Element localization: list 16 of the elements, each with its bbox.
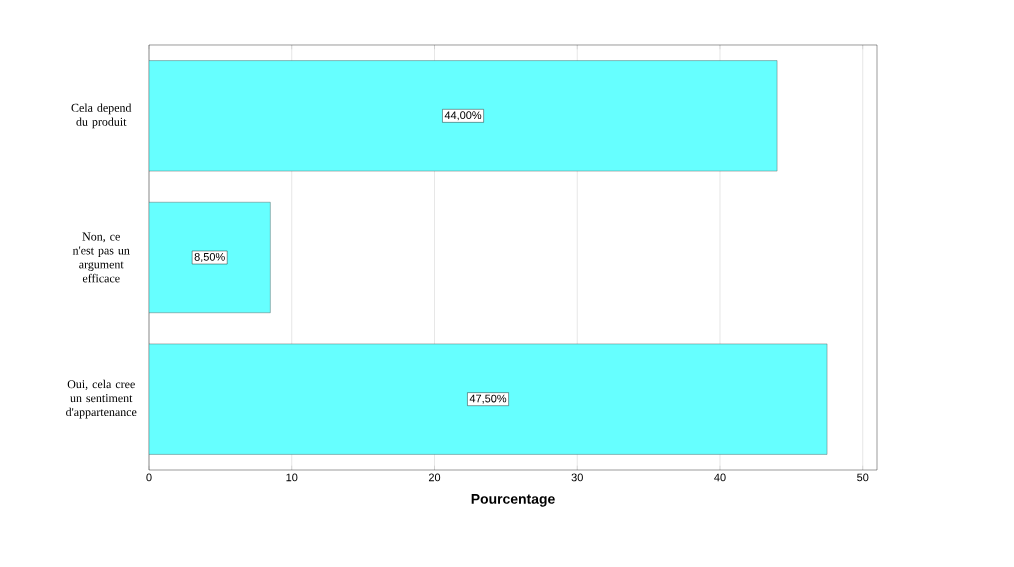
y-tick-label: Cela depend du produit [71,103,132,129]
x-tick-label: 50 [857,473,869,482]
x-tick-label: 0 [146,473,152,482]
y-tick-label: Non, ce n'est pas un argument efficace [72,232,130,283]
bar [149,343,828,455]
data-label: 44,00% [444,111,482,121]
data-label: 8,50% [194,252,225,263]
x-tick-label: 30 [571,473,583,482]
x-tick-label: 10 [286,473,298,482]
bar [149,60,778,172]
x-tick-label: 20 [428,473,441,482]
x-axis-title: Pourcentage [471,494,555,507]
y-tick-label: Oui, cela cree un sentiment d'appartenance [66,379,137,419]
x-tick-label: 40 [714,473,726,482]
bar [149,202,271,313]
data-label: 47,50% [469,394,507,404]
